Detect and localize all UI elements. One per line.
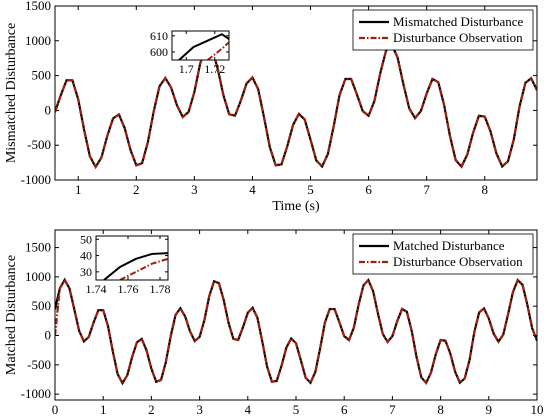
x-tick-label: 1.78 [150,282,171,296]
x-tick-label: 4 [245,402,252,417]
y-tick-label: 1500 [25,0,51,13]
data-line [119,257,168,280]
y-tick-label: -500 [27,137,51,152]
x-tick-label: 8 [481,182,488,197]
y-tick-label: 30 [80,265,92,279]
x-tick-label: 7 [423,182,430,197]
y-tick-label: 500 [32,68,52,83]
x-tick-label: 4 [249,182,256,197]
x-tick-label: 9 [486,402,493,417]
data-line [178,33,229,60]
x-tick-label: 0 [52,402,59,417]
x-tick-label: 10 [531,402,544,417]
y-axis-label: Matched Disturbance [4,255,19,375]
y-tick-label: 1000 [25,33,51,48]
y-tick-label: 1000 [25,269,51,284]
y-tick-label: 1500 [25,240,51,255]
x-tick-label: 2 [148,402,155,417]
legend-box [352,9,534,51]
y-tick-label: 0 [45,102,52,117]
y-tick-label: 500 [32,298,52,313]
axes-frame [54,229,538,401]
x-tick-label: 5 [307,182,314,197]
legend-label: Mismatched Disturbance [393,14,524,29]
legend-label: Disturbance Observation [393,254,523,269]
x-tick-label: 6 [365,182,372,197]
inset: 1.7 1.72 600 610 [150,29,230,76]
x-tick-label: 1.7 [179,62,194,76]
y-tick-label: 600 [150,45,168,59]
x-tick-label: 7 [389,402,396,417]
x-tick-label: 1 [100,402,107,417]
y-tick-label: -1000 [21,172,51,187]
y-axis-label: Mismatched Disturbance [4,23,19,163]
inset: 1.74 1.76 1.78 30 40 50 [80,232,171,296]
axes-frame [54,5,538,181]
y-tick-label: 50 [80,232,92,246]
y-tick-label: 0 [45,328,52,343]
y-tick-label: -1000 [21,386,51,401]
x-tick-label: 3 [191,182,198,197]
data-line [207,41,229,60]
y-tick-label: 40 [80,249,92,263]
legend-box [352,233,534,275]
x-tick-label: 1.74 [86,282,107,296]
plot-area [96,236,168,280]
x-tick-label: 1.72 [204,62,225,76]
x-axis-label: Time (s) [272,199,320,214]
data-line [55,42,537,170]
x-tick-label: 8 [437,402,444,417]
data-line [103,252,168,280]
y-tick-label: -500 [27,357,51,372]
x-tick-label: 2 [133,182,140,197]
legend-label: Disturbance Observation [393,30,523,45]
y-tick-label: 610 [150,29,168,43]
x-tick-label: 1.76 [118,282,139,296]
x-tick-label: 6 [341,402,348,417]
axes: 1 2 3 4 5 6 7 8 -1000 -500 0 500 1000 1500 Time (s) Mis… [4,0,538,214]
x-tick-label: 3 [196,402,203,417]
x-tick-label: 1 [75,182,82,197]
legend-label: Matched Disturbance [393,238,505,253]
x-tick-label: 5 [293,402,300,417]
axes-frame [171,30,230,61]
axes-frame [95,235,169,281]
data-line [55,277,537,386]
